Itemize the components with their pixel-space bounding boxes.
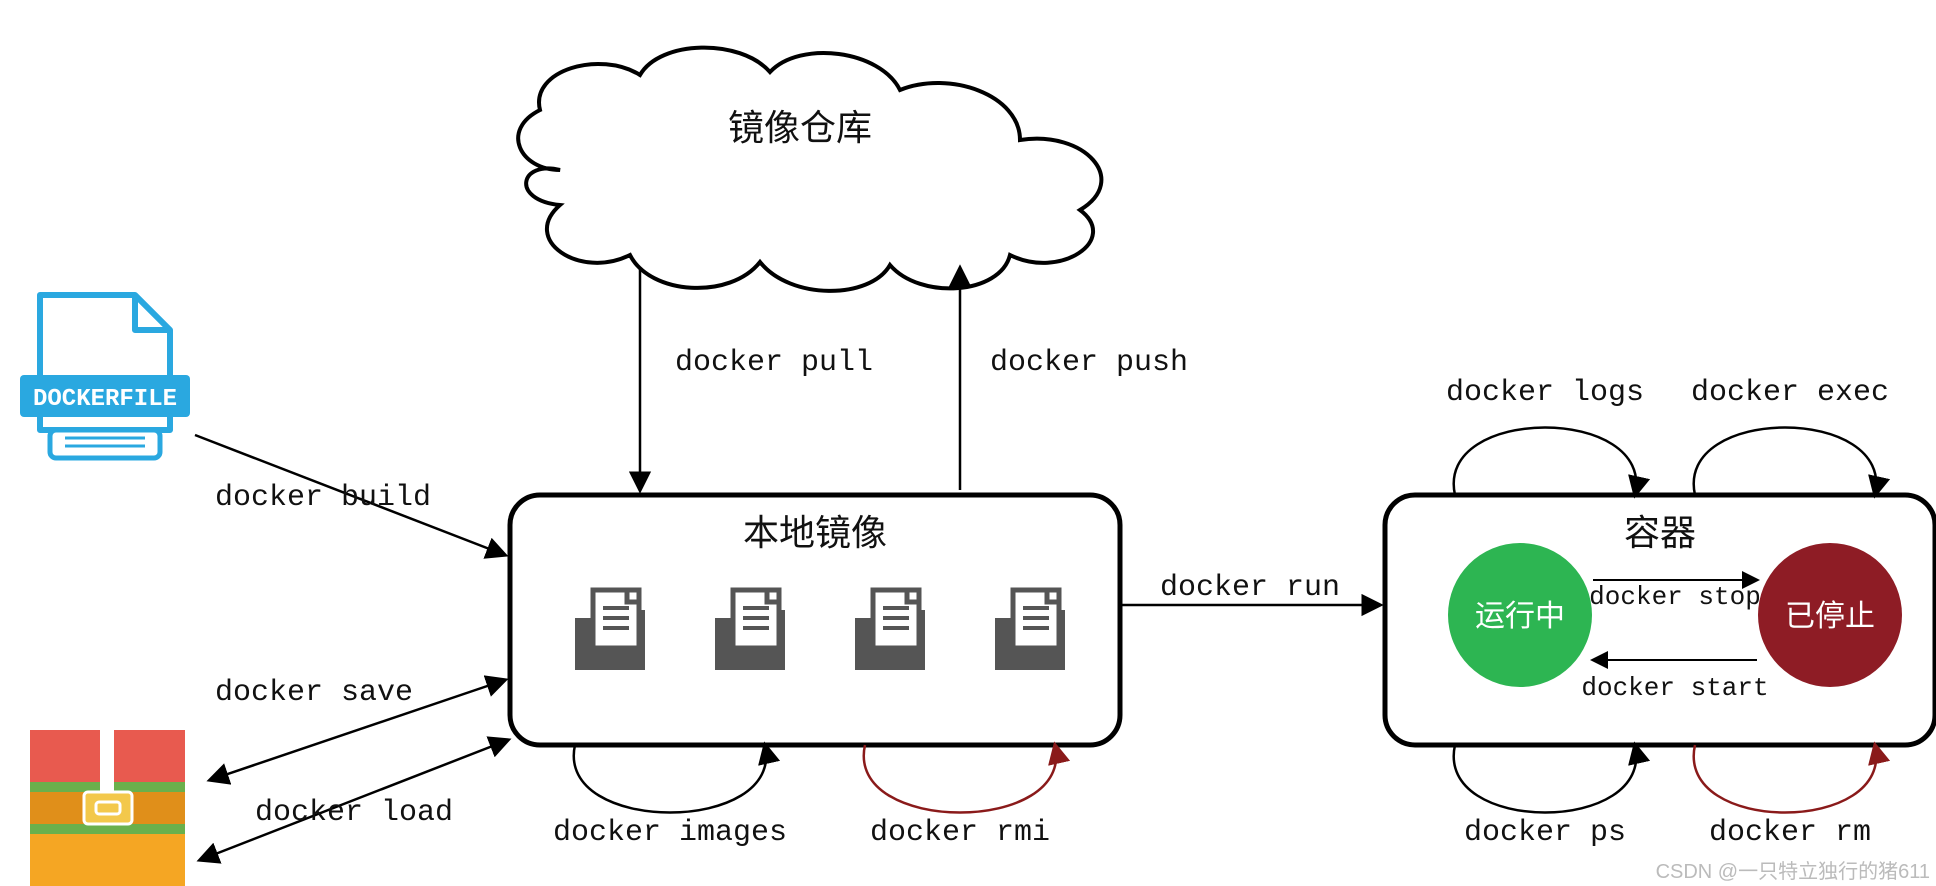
rm-loop-label: docker rm <box>1709 816 1871 850</box>
load-label: docker load <box>255 796 453 830</box>
rmi-loop-label: docker rmi <box>870 816 1050 850</box>
exec-loop-label: docker exec <box>1691 376 1889 410</box>
local-images-box: 本地镜像 <box>510 495 1120 745</box>
registry-label: 镜像仓库 <box>728 107 872 148</box>
edge-build: docker build <box>195 435 505 555</box>
loop-logs: docker logs <box>1446 376 1644 495</box>
pull-label: docker pull <box>675 346 873 380</box>
edge-push: docker push <box>960 268 1188 490</box>
stopped-label: 已停止 <box>1785 600 1875 633</box>
ps-loop-label: docker ps <box>1464 816 1626 850</box>
stop-label: docker stop <box>1589 582 1761 612</box>
loop-rm: docker rm <box>1694 745 1877 850</box>
running-label: 运行中 <box>1475 600 1565 633</box>
loop-ps: docker ps <box>1454 745 1637 850</box>
watermark: CSDN @一只特立独行的猪611 <box>1656 860 1930 883</box>
local-images-label: 本地镜像 <box>743 512 887 553</box>
dockerfile-icon: DOCKERFILE <box>20 295 190 458</box>
run-label: docker run <box>1160 571 1340 605</box>
edge-load: docker load <box>200 740 508 860</box>
build-label: docker build <box>215 481 431 515</box>
push-label: docker push <box>990 346 1188 380</box>
containers-box: 容器 运行中 已停止 docker stop docker start <box>1385 495 1935 745</box>
edge-save: docker save <box>210 676 505 780</box>
edge-run: docker run <box>1120 571 1380 605</box>
loop-rmi: docker rmi <box>864 745 1056 850</box>
images-loop-label: docker images <box>553 816 787 850</box>
containers-label: 容器 <box>1624 512 1696 553</box>
logs-loop-label: docker logs <box>1446 376 1644 410</box>
save-label: docker save <box>215 676 413 710</box>
edge-stop: docker stop <box>1589 580 1761 612</box>
edge-pull: docker pull <box>640 270 873 490</box>
diagram-canvas: 镜像仓库 docker pull docker push DOCKERFILE … <box>0 0 1936 886</box>
registry-cloud: 镜像仓库 <box>518 48 1101 291</box>
loop-images: docker images <box>553 745 787 850</box>
dockerfile-label: DOCKERFILE <box>33 386 177 413</box>
loop-exec: docker exec <box>1691 376 1889 495</box>
zip-icon <box>30 730 185 886</box>
start-label: docker start <box>1581 673 1768 703</box>
